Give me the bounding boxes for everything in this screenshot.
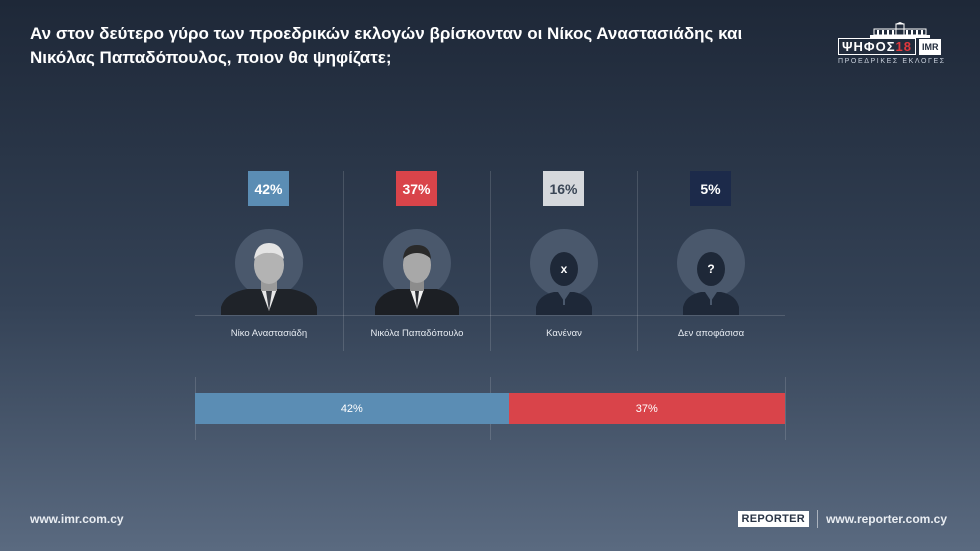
- column-divider: [637, 171, 638, 351]
- percent-badge: 16%: [543, 171, 584, 206]
- candidate-name: Δεν αποφάσισα: [677, 328, 745, 339]
- psifos18-logo: ΨΗΦΟΣ18 IMR ΠΡΟΕΔΡΙΚΕΣ ΕΚΛΟΓΕΣ: [836, 22, 956, 70]
- bar-segment-anastasiadis: 42%: [195, 393, 509, 424]
- footer-separator: [817, 510, 819, 528]
- candidate-name: Κανέναν: [546, 328, 582, 339]
- question-title: Αν στον δεύτερο γύρο των προεδρικών εκλο…: [30, 24, 743, 67]
- runoff-bar: 42% 37%: [195, 393, 785, 424]
- imr-website-link[interactable]: www.imr.com.cy: [30, 512, 124, 526]
- name-baseline: [195, 315, 785, 316]
- option-mark: x: [561, 262, 568, 276]
- column-divider: [343, 171, 344, 351]
- logo-subtitle: ΠΡΟΕΔΡΙΚΕΣ ΕΚΛΟΓΕΣ: [838, 58, 946, 65]
- candidate-photo-icon: [221, 229, 317, 315]
- percent-badge: 42%: [248, 171, 289, 206]
- logo-main-text: ΨΗΦΟΣ: [842, 39, 896, 54]
- imr-badge: IMR: [918, 38, 942, 55]
- x-mark-icon: x: [530, 229, 598, 315]
- candidate-photo-icon: [375, 229, 459, 315]
- candidate-name: Νικόλα Παπαδόπουλο: [370, 328, 464, 339]
- candidate-papadopoulos: 37% Νικόλα Παπαδόπουλο: [343, 171, 491, 351]
- option-none: 16% x Κανέναν: [490, 171, 638, 351]
- percent-badge: 5%: [690, 171, 731, 206]
- reporter-logo: REPORTER: [737, 511, 810, 527]
- candidate-anastasiadis: 42% Νίκο Αναστασιάδη: [195, 171, 343, 351]
- option-undecided: 5% ? Δεν αποφάσισα: [637, 171, 785, 351]
- logo-year-text: 18: [895, 39, 912, 54]
- question-mark-icon: ?: [677, 229, 745, 315]
- option-mark: ?: [707, 262, 714, 276]
- percent-badge: 37%: [396, 171, 437, 206]
- reporter-website-link[interactable]: www.reporter.com.cy: [826, 512, 947, 526]
- footer-right: REPORTER www.reporter.com.cy: [737, 510, 947, 528]
- parliament-building-icon: [870, 22, 930, 38]
- bar-gridline: [785, 377, 786, 440]
- column-divider: [490, 171, 491, 351]
- candidate-name: Νίκο Αναστασιάδη: [230, 328, 308, 339]
- bar-segment-papadopoulos: 37%: [508, 393, 785, 424]
